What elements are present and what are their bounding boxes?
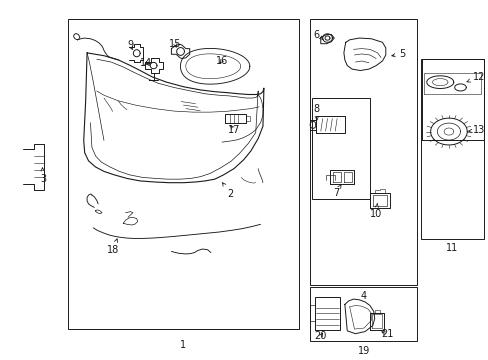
Text: 5: 5 <box>391 49 405 59</box>
Bar <box>309 19 416 285</box>
Text: 3: 3 <box>41 168 47 184</box>
Text: 8: 8 <box>313 104 319 120</box>
Text: 9: 9 <box>127 40 133 50</box>
Text: 6: 6 <box>313 30 323 40</box>
Text: 15: 15 <box>169 39 181 49</box>
Text: 18: 18 <box>106 239 119 256</box>
Text: 13: 13 <box>468 126 484 135</box>
Text: 20: 20 <box>314 331 326 341</box>
Text: 19: 19 <box>357 346 369 356</box>
Text: 12: 12 <box>466 72 484 82</box>
Text: 7: 7 <box>332 185 341 198</box>
Text: 10: 10 <box>369 203 382 219</box>
Text: 2: 2 <box>222 183 233 199</box>
Bar <box>420 59 483 239</box>
Text: 11: 11 <box>445 243 457 253</box>
Bar <box>311 98 369 199</box>
Text: 14: 14 <box>140 58 152 68</box>
Text: 21: 21 <box>380 329 393 339</box>
Text: 4: 4 <box>360 291 366 301</box>
Bar <box>68 19 299 329</box>
Text: 16: 16 <box>215 56 228 66</box>
Text: 17: 17 <box>227 125 240 135</box>
Bar <box>309 287 416 341</box>
Text: 1: 1 <box>180 340 186 350</box>
